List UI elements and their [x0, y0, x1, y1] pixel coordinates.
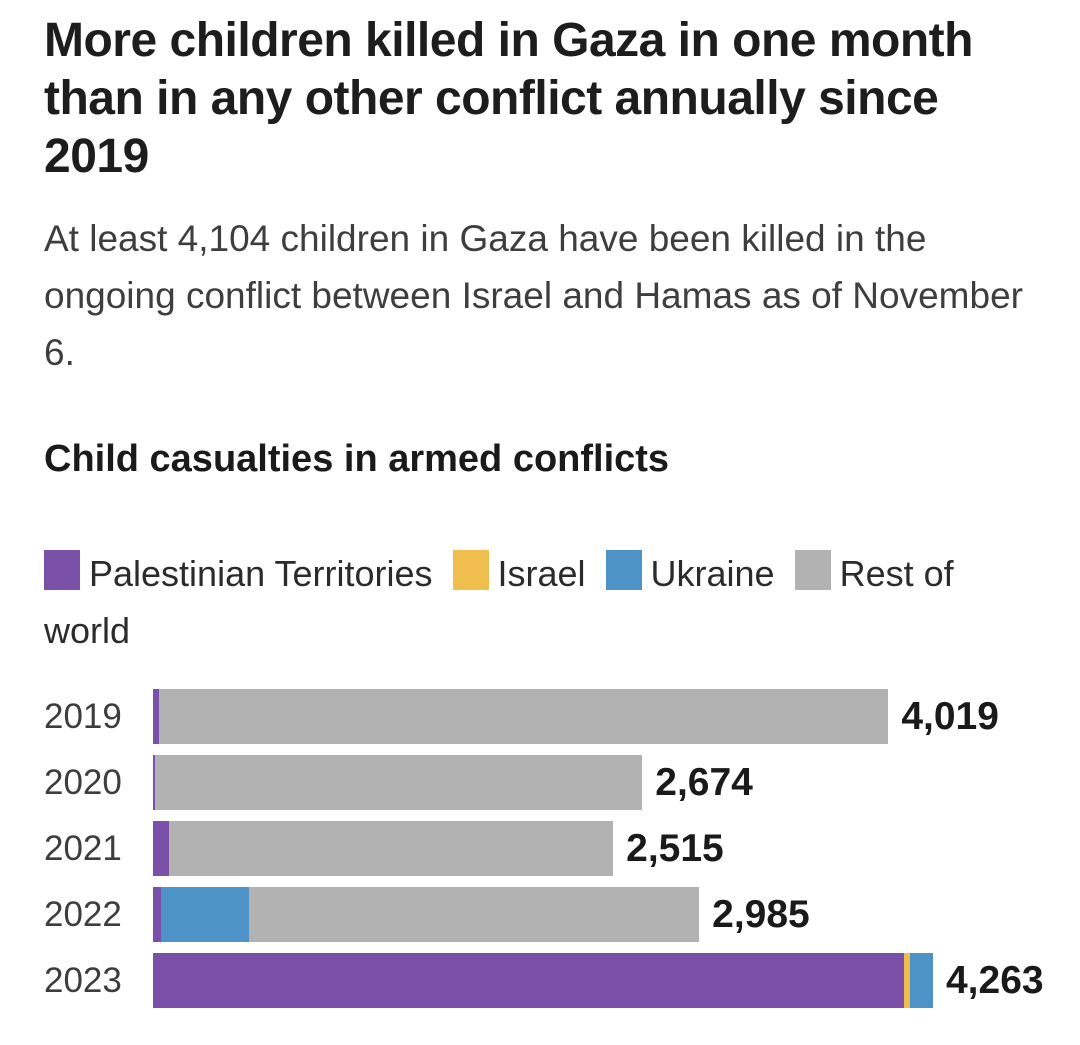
bar-track	[153, 821, 614, 876]
bar-segment-ukraine	[160, 887, 249, 942]
legend-swatch-israel	[452, 550, 489, 590]
chart-row-2019: 2019 4,019	[44, 689, 1040, 744]
chart-title: Child casualties in armed conflicts	[44, 438, 670, 480]
bar-segment-rest-of-world	[248, 887, 700, 942]
bar-track	[153, 689, 889, 744]
bar-track	[153, 755, 643, 810]
page-subtitle: At least 4,104 children in Gaza have bee…	[44, 218, 1023, 373]
page-title: More children killed in Gaza in one mont…	[44, 14, 973, 183]
bar-chart: 2019 4,019 2020 2,674 2021 2,515 2022 2,985 2023…	[44, 689, 1044, 1008]
bar-value-label: 4,019	[901, 694, 999, 738]
legend-label: Rest of world	[44, 553, 954, 651]
bar-segment-palestinian-territories	[153, 821, 169, 876]
year-label: 2021	[44, 828, 122, 868]
bar-segment-rest-of-world	[154, 755, 643, 810]
year-label: 2019	[44, 696, 122, 736]
bar-segment-palestinian-territories	[153, 689, 160, 744]
bar-value-label: 2,674	[655, 760, 753, 804]
legend-label: Palestinian Territories	[89, 553, 433, 594]
bar-segment-palestinian-territories	[153, 755, 155, 810]
bar-value-label: 2,515	[626, 826, 724, 870]
chart-row-2022: 2022 2,985	[44, 887, 1040, 942]
bar-segment-israel	[903, 953, 911, 1008]
legend-item-rest-of-world: Rest of world	[44, 550, 954, 651]
legend-item-ukraine: Ukraine	[605, 550, 775, 594]
legend-item-israel: Israel	[452, 550, 586, 594]
legend-label: Ukraine	[650, 553, 775, 594]
legend-swatch-palestinian-territories	[44, 550, 80, 590]
year-label: 2020	[44, 762, 122, 802]
bar-segment-palestinian-territories	[153, 887, 161, 942]
legend-item-palestinian-territories: Palestinian Territories	[44, 550, 433, 594]
legend-swatch-rest-of-world	[794, 550, 831, 590]
legend-label: Israel	[497, 553, 586, 594]
bar-track	[153, 887, 700, 942]
chart-row-2020: 2020 2,674	[44, 755, 1040, 810]
bar-segment-ukraine	[910, 953, 933, 1008]
bar-value-label: 4,263	[945, 958, 1044, 1002]
year-label: 2023	[44, 960, 122, 1000]
year-label: 2022	[44, 894, 122, 934]
bar-segment-rest-of-world	[159, 689, 889, 744]
legend-swatch-ukraine	[605, 550, 642, 590]
chart-row-2021: 2021 2,515	[44, 821, 1040, 876]
bar-track	[153, 953, 933, 1008]
bar-value-label: 2,985	[712, 892, 810, 936]
chart-legend: Palestinian Territories Israel Ukraine Rest…	[44, 545, 1040, 659]
bar-segment-palestinian-territories	[153, 953, 904, 1008]
bar-segment-rest-of-world	[168, 821, 614, 876]
chart-row-2023: 2023 4,263	[44, 953, 1044, 1008]
